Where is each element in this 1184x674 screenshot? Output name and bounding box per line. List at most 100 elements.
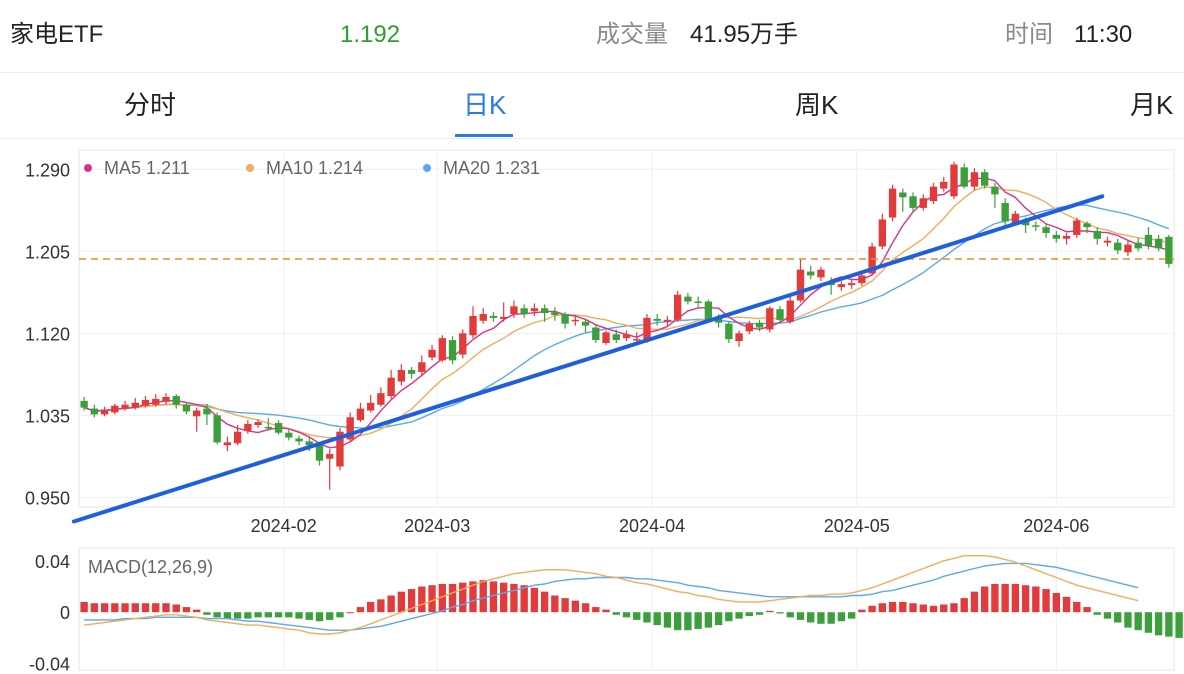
candle-body xyxy=(581,321,590,326)
candle-body xyxy=(909,196,917,208)
macd-histogram-bar xyxy=(1103,612,1112,619)
last-price: 1.192 xyxy=(340,21,401,48)
candle-body xyxy=(1001,203,1009,222)
macd-histogram-bar xyxy=(1154,612,1163,636)
candle-body xyxy=(80,400,88,408)
macd-histogram-bar xyxy=(336,612,344,618)
candle-body xyxy=(459,333,467,355)
macd-histogram-bar xyxy=(684,612,692,631)
legend-dot-ma10 xyxy=(246,164,254,172)
macd-histogram-bar xyxy=(182,607,191,613)
candle-body xyxy=(1062,235,1071,239)
legend-ma20: MA20 1.231 xyxy=(443,158,540,178)
candle-body xyxy=(714,317,723,323)
candle-body xyxy=(571,319,580,322)
macd-histogram-bar xyxy=(274,612,283,618)
candle-body xyxy=(622,334,631,339)
macd-histogram-bar xyxy=(940,604,948,613)
tab-daily-k[interactable]: 日K xyxy=(463,90,507,120)
x-tick-label: 2024-04 xyxy=(619,516,685,536)
legend-ma10: MA10 1.214 xyxy=(266,158,363,178)
macd-histogram-bar xyxy=(448,583,457,613)
macd-histogram-bar xyxy=(1042,589,1050,613)
macd-histogram-bar xyxy=(837,612,846,622)
candle-body xyxy=(233,431,242,444)
macd-histogram-bar xyxy=(960,598,968,613)
candle-body xyxy=(561,314,569,324)
candle-body xyxy=(940,181,948,189)
candle-body xyxy=(950,164,958,197)
candle-body xyxy=(602,332,610,343)
macd-histogram-bar xyxy=(244,612,252,619)
candle-body xyxy=(1032,225,1040,227)
macd-histogram-bar xyxy=(366,601,375,613)
macd-histogram-bar xyxy=(991,583,999,613)
candle-body xyxy=(397,369,406,382)
macd-histogram-bar xyxy=(459,582,467,613)
candle-body xyxy=(387,377,395,397)
macd-histogram-bar xyxy=(152,603,160,613)
macd-histogram-bar xyxy=(878,603,887,613)
candle-body xyxy=(612,334,620,341)
support-trendline xyxy=(71,194,1105,524)
candle-body xyxy=(285,432,293,438)
fund-name: 家电ETF xyxy=(10,21,104,48)
candle-body xyxy=(223,442,232,446)
macd-histogram-bar xyxy=(612,612,620,615)
macd-histogram-bar xyxy=(909,603,917,613)
candle-body xyxy=(489,315,498,318)
candle-body xyxy=(1144,234,1153,246)
macd-histogram-bar xyxy=(970,591,979,613)
macd-histogram-bar xyxy=(428,585,436,613)
x-tick-label: 2024-03 xyxy=(404,516,470,536)
tab-weekly-k[interactable]: 周K xyxy=(795,90,839,120)
candle-body xyxy=(1103,240,1112,243)
x-tick-label: 2024-02 xyxy=(251,516,317,536)
candle-body xyxy=(1165,236,1173,264)
candle-body xyxy=(745,323,753,332)
candle-body xyxy=(520,308,528,315)
macd-histogram-bar xyxy=(755,612,764,615)
candle-body xyxy=(1073,220,1081,235)
macd-histogram-bar xyxy=(193,609,201,613)
macd-histogram-bar xyxy=(203,612,211,615)
candle-body xyxy=(377,393,385,405)
macd-histogram-bar xyxy=(213,612,221,618)
candle-body xyxy=(254,422,262,425)
candle-body xyxy=(1124,244,1132,253)
macd-histogram-bar xyxy=(643,612,651,623)
macd-histogram-bar xyxy=(285,612,293,618)
candle-body xyxy=(111,405,119,413)
macd-histogram-bar xyxy=(264,612,273,618)
candle-body xyxy=(980,172,989,186)
candle-body xyxy=(295,438,303,442)
candle-body xyxy=(633,339,641,341)
candle-body xyxy=(193,410,201,417)
macd-histogram-bar xyxy=(387,595,395,613)
candle-body xyxy=(152,398,160,405)
macd-histogram-bar xyxy=(80,601,88,613)
y-tick-label: 1.120 xyxy=(25,324,70,344)
macd-histogram-bar xyxy=(356,607,365,613)
macd-histogram-bar xyxy=(571,600,580,613)
macd-histogram-bar xyxy=(510,583,518,613)
macd-histogram-bar xyxy=(980,586,989,613)
candle-body xyxy=(1052,234,1060,239)
candle-body xyxy=(213,415,221,443)
macd-histogram-bar xyxy=(735,612,743,619)
macd-histogram-bar xyxy=(1175,612,1183,638)
macd-histogram-bar xyxy=(295,612,303,619)
main-panel-frame xyxy=(78,149,1175,508)
candle-body xyxy=(418,362,426,372)
tab-monthly-k[interactable]: 月K xyxy=(1130,90,1174,120)
macd-histogram-bar xyxy=(305,612,313,620)
macd-histogram-bar xyxy=(223,612,232,619)
active-tab-underline xyxy=(455,134,513,137)
period-tabs: 分时 日K 周K 月K xyxy=(0,72,1184,139)
macd-histogram-bar xyxy=(633,612,641,620)
macd-histogram-bar xyxy=(694,612,702,629)
tab-intraday[interactable]: 分时 xyxy=(124,90,177,120)
macd-histogram-bar xyxy=(592,607,600,613)
candle-body xyxy=(735,333,743,342)
